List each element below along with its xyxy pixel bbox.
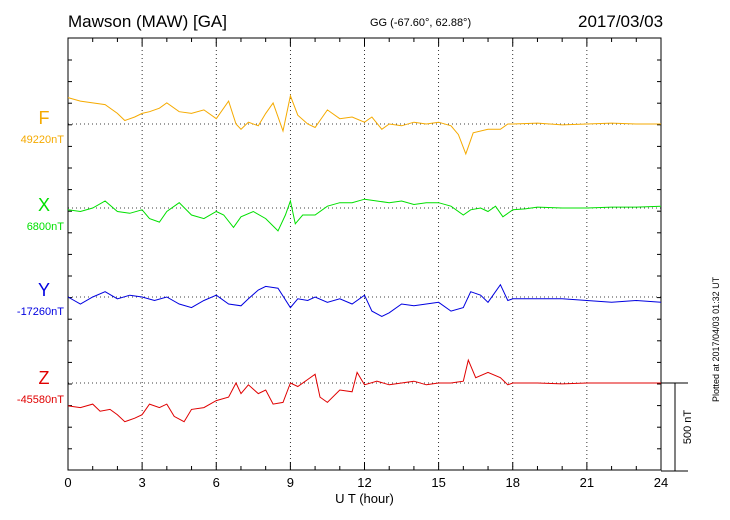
series-label-y: Y	[38, 280, 50, 300]
coordinates-label: GG (-67.60°, 62.88°)	[370, 17, 472, 29]
baseline-value-y: -17260nT	[17, 306, 64, 318]
scale-bar-label: 500 nT	[682, 410, 694, 445]
baseline-value-z: -45580nT	[17, 394, 64, 406]
date-label: 2017/03/03	[578, 12, 664, 31]
series-label-f: F	[39, 108, 50, 128]
x-axis-label: U T (hour)	[335, 491, 394, 506]
x-tick-label: 3	[139, 475, 146, 490]
x-tick-label: 0	[64, 475, 71, 490]
series-line-z	[67, 358, 661, 423]
series-label-x: X	[38, 195, 50, 215]
x-tick-label: 15	[431, 475, 445, 490]
x-tick-label: 21	[580, 475, 594, 490]
series-label-z: Z	[39, 368, 50, 388]
baseline-value-x: 6800nT	[27, 221, 65, 233]
baseline-value-f: 49220nT	[21, 134, 65, 146]
x-tick-label: 12	[357, 475, 371, 490]
x-tick-label: 24	[654, 475, 668, 490]
page-title: Mawson (MAW) [GA]	[68, 12, 227, 31]
series-line-y	[67, 283, 662, 317]
x-tick-label: 9	[287, 475, 294, 490]
x-tick-label: 18	[506, 475, 520, 490]
series-line-f	[67, 94, 661, 156]
x-tick-label: 6	[213, 475, 220, 490]
series-line-x	[67, 198, 662, 232]
